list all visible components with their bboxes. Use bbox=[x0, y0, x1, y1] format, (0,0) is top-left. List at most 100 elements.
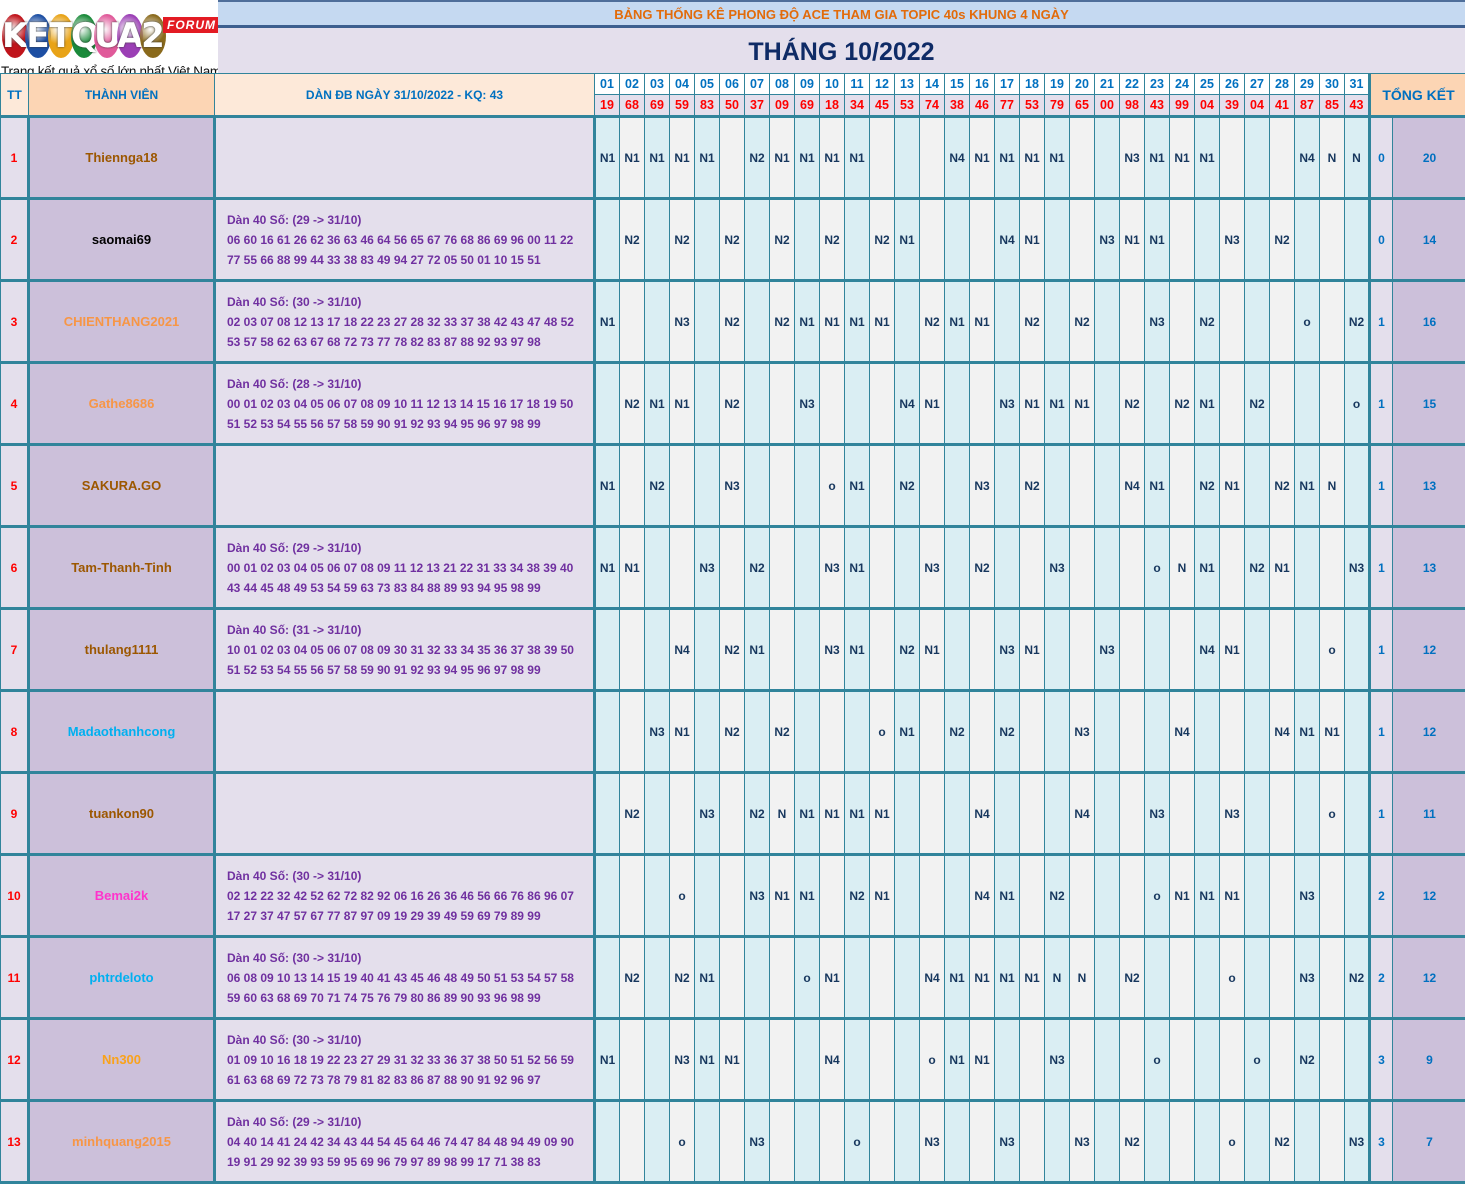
day-cell bbox=[1245, 117, 1270, 199]
day-cell bbox=[1295, 199, 1320, 281]
day-cell: N2 bbox=[1270, 1101, 1295, 1183]
total-cell: 13 bbox=[1393, 527, 1465, 609]
dan-dan-title: Dàn 40 Số: (30 -> 31/10) bbox=[227, 866, 593, 886]
day-cell: N bbox=[1320, 117, 1345, 199]
day-result: 53 bbox=[1020, 95, 1045, 117]
day-cell: N1 bbox=[1045, 363, 1070, 445]
member-name[interactable]: phtrdeloto bbox=[29, 937, 215, 1019]
day-cell bbox=[1295, 773, 1320, 855]
day-cell bbox=[1045, 199, 1070, 281]
day-cell: N1 bbox=[920, 609, 945, 691]
day-cell bbox=[1020, 1101, 1045, 1183]
day-cell: N2 bbox=[970, 527, 995, 609]
member-name[interactable]: Bemai2k bbox=[29, 855, 215, 937]
count-cell: 0 bbox=[1370, 199, 1393, 281]
member-name[interactable]: thulang1111 bbox=[29, 609, 215, 691]
day-cell: N1 bbox=[1145, 445, 1170, 527]
member-name[interactable]: saomai69 bbox=[29, 199, 215, 281]
day-cell: N3 bbox=[995, 1101, 1020, 1183]
day-cell bbox=[1195, 1019, 1220, 1101]
dan-dan-line1: 06 60 16 61 26 62 36 63 46 64 56 65 67 7… bbox=[227, 230, 593, 250]
day-cell: N1 bbox=[995, 117, 1020, 199]
dan-numbers: Dàn 40 Số: (31 -> 31/10)10 01 02 03 04 0… bbox=[215, 609, 595, 691]
day-cell bbox=[945, 199, 970, 281]
member-name[interactable]: SAKURA.GO bbox=[29, 445, 215, 527]
day-cell: N1 bbox=[795, 855, 820, 937]
day-cell bbox=[1245, 445, 1270, 527]
day-cell: N bbox=[770, 773, 795, 855]
day-cell: N3 bbox=[1070, 1101, 1095, 1183]
day-result: 59 bbox=[670, 95, 695, 117]
day-cell bbox=[1020, 691, 1045, 773]
day-cell: N3 bbox=[720, 445, 745, 527]
day-header-23: 23 bbox=[1145, 74, 1170, 95]
day-cell: N1 bbox=[1045, 117, 1070, 199]
day-cell bbox=[870, 445, 895, 527]
total-cell: 12 bbox=[1393, 855, 1465, 937]
day-result: 65 bbox=[1070, 95, 1095, 117]
member-name[interactable]: tuankon90 bbox=[29, 773, 215, 855]
day-cell: N1 bbox=[895, 691, 920, 773]
day-cell: N1 bbox=[845, 609, 870, 691]
member-name[interactable]: Madaothanhcong bbox=[29, 691, 215, 773]
day-cell bbox=[995, 445, 1020, 527]
day-cell: N2 bbox=[1245, 527, 1270, 609]
day-cell: N2 bbox=[1070, 281, 1095, 363]
day-cell bbox=[1095, 1019, 1120, 1101]
day-cell: o bbox=[795, 937, 820, 1019]
day-result: 45 bbox=[870, 95, 895, 117]
member-name[interactable]: Thiennga18 bbox=[29, 117, 215, 199]
member-name[interactable]: minhquang2015 bbox=[29, 1101, 215, 1183]
day-result: 79 bbox=[1045, 95, 1070, 117]
member-name[interactable]: Nn300 bbox=[29, 1019, 215, 1101]
day-cell bbox=[1045, 1101, 1070, 1183]
day-cell: N2 bbox=[1120, 1101, 1145, 1183]
day-cell: N2 bbox=[1270, 199, 1295, 281]
day-cell: N3 bbox=[1145, 281, 1170, 363]
day-cell bbox=[1345, 691, 1370, 773]
day-cell bbox=[720, 527, 745, 609]
day-cell: N2 bbox=[995, 691, 1020, 773]
day-header-19: 19 bbox=[1045, 74, 1070, 95]
day-cell bbox=[1120, 855, 1145, 937]
day-cell: N2 bbox=[845, 855, 870, 937]
day-cell bbox=[920, 691, 945, 773]
day-cell: N2 bbox=[770, 199, 795, 281]
member-name[interactable]: CHIENTHANG2021 bbox=[29, 281, 215, 363]
day-cell bbox=[1095, 855, 1120, 937]
day-cell: N3 bbox=[1220, 199, 1245, 281]
day-cell: N3 bbox=[820, 527, 845, 609]
dan-dan-line1: 06 08 09 10 13 14 15 19 40 41 43 45 46 4… bbox=[227, 968, 593, 988]
day-cell: N1 bbox=[1120, 199, 1145, 281]
day-cell: N1 bbox=[1170, 117, 1195, 199]
dan-dan-title: Dàn 40 Số: (29 -> 31/10) bbox=[227, 210, 593, 230]
day-cell: N1 bbox=[870, 855, 895, 937]
dan-dan-title: Dàn 40 Số: (30 -> 31/10) bbox=[227, 1030, 593, 1050]
day-result: 34 bbox=[845, 95, 870, 117]
day-cell bbox=[1345, 199, 1370, 281]
count-cell: 0 bbox=[1370, 117, 1393, 199]
day-cell bbox=[770, 363, 795, 445]
stats-table: TT THÀNH VIÊN DÀN ĐB NGÀY 31/10/2022 - K… bbox=[0, 73, 1465, 1184]
day-cell bbox=[1170, 281, 1195, 363]
member-name[interactable]: Gathe8686 bbox=[29, 363, 215, 445]
day-cell: N3 bbox=[1345, 527, 1370, 609]
day-cell: N1 bbox=[670, 363, 695, 445]
member-name[interactable]: Tam-Thanh-Tinh bbox=[29, 527, 215, 609]
day-cell: N2 bbox=[745, 527, 770, 609]
total-cell: 12 bbox=[1393, 691, 1465, 773]
day-cell: N4 bbox=[1295, 117, 1320, 199]
